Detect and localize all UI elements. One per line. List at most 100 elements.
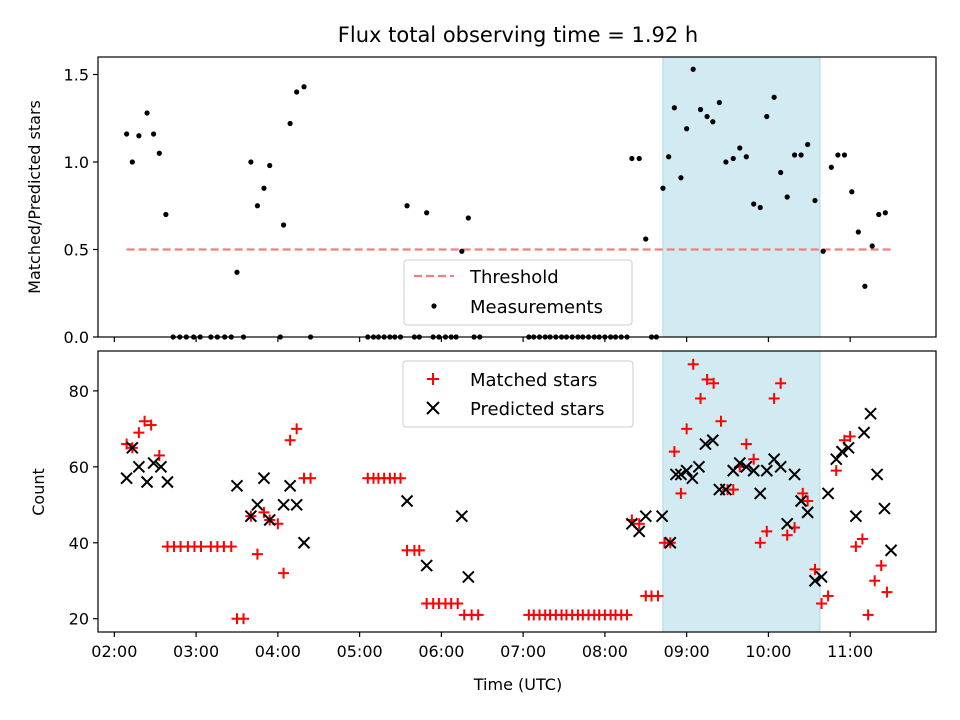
measurement-point: [129, 159, 135, 165]
matched-star-point: [768, 392, 780, 404]
predicted-star-point: [655, 509, 669, 523]
matched-star-point: [802, 495, 814, 507]
top-y-tick-label: 0.5: [64, 241, 89, 260]
measurement-point: [723, 159, 729, 165]
measurement-point: [771, 94, 777, 100]
matched-star-point: [708, 377, 720, 389]
matched-star-point: [695, 392, 707, 404]
measurement-point: [828, 164, 834, 170]
matched-star-point: [621, 609, 633, 621]
measurement-point: [737, 145, 743, 151]
matched-star-point: [238, 613, 250, 625]
predicted-star-point: [230, 479, 244, 493]
measurement-point: [280, 222, 287, 228]
predicted-star-point: [140, 475, 154, 489]
predicted-star-point: [815, 570, 828, 584]
predicted-star-point: [780, 517, 794, 530]
predicted-star-point: [674, 468, 688, 481]
bottom-legend: Matched stars Predicted stars: [402, 360, 634, 428]
predicted-star-point: [639, 509, 652, 523]
predicted-star-point: [835, 445, 849, 458]
matched-star-point: [797, 487, 809, 499]
matched-star-point: [195, 541, 207, 553]
matched-star-point: [748, 453, 760, 465]
measurement-point: [150, 131, 157, 137]
bottom-y-axis-label: Count: [29, 468, 48, 516]
measurement-point: [248, 159, 254, 165]
predicted-star-point: [754, 487, 767, 500]
matched-star-point: [452, 598, 464, 610]
matched-star-point: [687, 358, 699, 370]
measurement-point: [144, 110, 150, 116]
predicted-star-point: [147, 456, 160, 470]
measurement-point: [660, 185, 666, 191]
predicted-star-point: [420, 559, 433, 572]
top-y-tick-label: 1.0: [64, 153, 89, 172]
predicted-star-point: [251, 498, 264, 511]
measurement-point: [163, 211, 169, 218]
x-tick-label: 09:00: [664, 642, 710, 661]
matched-star-point: [278, 567, 290, 579]
bottom-highlight-span: [662, 350, 821, 633]
x-tick-label: 05:00: [337, 642, 383, 661]
predicted-star-point: [740, 460, 753, 474]
measurement-point: [124, 131, 130, 137]
top-legend: Threshold Measurements: [403, 259, 633, 326]
measurement-point: [629, 155, 635, 162]
measurement-point: [882, 210, 888, 216]
measurement-point: [849, 189, 855, 195]
matched-star-point: [251, 548, 263, 560]
measurement-point: [404, 203, 410, 209]
matched-star-point: [413, 544, 425, 556]
matched-star-point: [394, 472, 406, 484]
x-tick-label: 06:00: [418, 642, 464, 661]
matched-star-point: [633, 518, 645, 530]
measurement-point: [678, 175, 684, 181]
matched-star-point: [727, 484, 739, 496]
measurement-point: [812, 197, 818, 204]
matched-star-point: [875, 560, 887, 572]
measurement-point: [862, 283, 868, 289]
legend-predicted-swatch: [426, 401, 440, 415]
measurement-point: [267, 162, 273, 169]
measurement-point: [743, 154, 749, 160]
matched-star-point: [701, 373, 713, 385]
predicted-star-point: [794, 494, 808, 508]
measurement-point: [876, 211, 882, 218]
x-tick-label: 11:00: [827, 642, 873, 661]
predicted-star-point: [774, 460, 787, 474]
matched-star-point: [121, 438, 133, 450]
predicted-star-point: [808, 574, 822, 587]
matched-star-point: [258, 506, 270, 518]
matched-star-point: [668, 446, 680, 458]
measurement-point: [710, 119, 716, 125]
top-highlight-span: [662, 56, 821, 338]
legend-matched-label: Matched stars: [470, 370, 597, 391]
matched-star-point: [761, 525, 773, 537]
predicted-star-point: [686, 472, 699, 485]
predicted-star-point: [760, 464, 773, 477]
matched-star-point: [284, 434, 296, 446]
predicted-star-point: [842, 441, 855, 455]
predicted-star-point: [878, 502, 891, 515]
matched-star-point: [844, 430, 856, 442]
x-tick-label: 10:00: [745, 642, 791, 661]
predicted-star-point: [864, 407, 877, 420]
predicted-star-point: [120, 472, 133, 485]
matched-star-point: [830, 465, 842, 477]
predicted-star-point: [801, 506, 814, 519]
measurement-point: [156, 150, 162, 156]
predicted-star-point: [161, 475, 174, 489]
predicted-star-point: [747, 464, 760, 477]
predicted-star-point: [154, 460, 168, 474]
bottom-y-tick-label: 80: [69, 382, 89, 401]
matched-star-point: [652, 590, 664, 602]
predicted-star-point: [132, 460, 146, 474]
top-y-tick-label: 0.0: [64, 328, 89, 347]
measurement-point: [666, 154, 672, 160]
measurement-point: [704, 113, 710, 120]
legend-matched-swatch: [427, 373, 439, 385]
matched-star-point: [675, 487, 687, 499]
measurement-point: [751, 201, 757, 207]
measurement-point: [820, 248, 826, 254]
